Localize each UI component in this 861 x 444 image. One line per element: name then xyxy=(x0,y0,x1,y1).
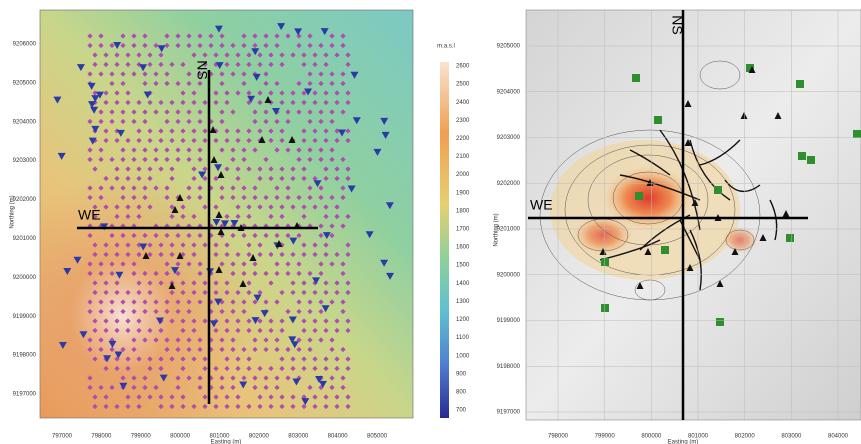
x-tick-label: 804000 xyxy=(328,434,349,440)
colorbar-tick-label: 2300 xyxy=(456,118,470,124)
colorbar-tick-label: 1300 xyxy=(456,299,470,305)
y-tick-label: 9205000 xyxy=(497,44,521,50)
y-tick-label: 9198000 xyxy=(497,364,521,370)
y-tick-label: 9202000 xyxy=(13,197,37,203)
green-station xyxy=(601,258,609,266)
colorbar-tick-label: 2500 xyxy=(456,82,470,88)
ns-label: NS xyxy=(669,15,685,34)
x-tick-label: 803000 xyxy=(781,434,802,440)
colorbar-tick-label: 2100 xyxy=(456,154,470,160)
colorbar-title: m.a.s.l xyxy=(437,44,455,50)
x-axis-title: Easting (m) xyxy=(211,440,242,444)
colorbar-tick-label: 1100 xyxy=(456,335,470,341)
y-axis-title: Northing (m) xyxy=(494,213,500,246)
y-tick-label: 9199000 xyxy=(13,314,37,320)
y-tick-label: 9204000 xyxy=(497,89,521,95)
green-station xyxy=(807,156,815,164)
colorbar-tick-label: 1500 xyxy=(456,263,470,269)
colorbar-tick-label: 800 xyxy=(456,389,467,395)
y-tick-label: 9200000 xyxy=(497,272,521,278)
green-station xyxy=(796,80,804,88)
y-tick-label: 9204000 xyxy=(13,119,37,125)
green-station xyxy=(714,186,722,194)
colorbar-tick-label: 2200 xyxy=(456,136,470,142)
x-axis-title: Easting (m) xyxy=(668,440,699,444)
y-tick-label: 9200000 xyxy=(13,275,37,281)
y-tick-label: 9201000 xyxy=(497,227,521,233)
y-tick-label: 9197000 xyxy=(497,410,521,416)
x-tick-label: 798000 xyxy=(91,434,112,440)
left-map: m.a.s.l 9206000 9205000 9204000 9203000 9202… xyxy=(10,10,470,444)
colorbar-tick-label: 2400 xyxy=(456,100,470,106)
y-tick-label: 9201000 xyxy=(13,236,37,242)
green-station xyxy=(601,304,609,312)
ns-label: NS xyxy=(194,60,210,79)
figure: m.a.s.l 9206000 9205000 9204000 9203000 9202… xyxy=(0,0,861,444)
y-tick-label: 9206000 xyxy=(13,42,37,48)
colorbar-tick-label: 900 xyxy=(456,371,467,377)
y-tick-label: 9205000 xyxy=(13,80,37,86)
x-tick-label: 805000 xyxy=(367,434,388,440)
green-station xyxy=(786,234,794,242)
x-tick-label: 799000 xyxy=(131,434,152,440)
colorbar-tick-label: 1800 xyxy=(456,208,470,214)
x-tick-label: 803000 xyxy=(288,434,309,440)
colorbar-tick-label: 700 xyxy=(456,408,467,414)
colorbar-tick-label: 1700 xyxy=(456,227,470,233)
colorbar-tick-label: 2600 xyxy=(456,64,470,70)
x-tick-label: 798000 xyxy=(548,434,569,440)
x-tick-label: 797000 xyxy=(52,434,73,440)
y-tick-label: 9203000 xyxy=(497,135,521,141)
colorbar-tick-label: 1400 xyxy=(456,281,470,287)
x-tick-label: 800000 xyxy=(170,434,191,440)
y-tick-label: 9197000 xyxy=(13,392,37,398)
y-axis-title: Northing (m) xyxy=(10,195,16,228)
y-tick-label: 9199000 xyxy=(497,318,521,324)
colorbar xyxy=(440,62,449,418)
x-tick-label: 804000 xyxy=(828,434,849,440)
green-station xyxy=(635,192,643,200)
y-tick-label: 9203000 xyxy=(13,158,37,164)
green-station xyxy=(716,318,724,326)
colorbar-tick-label: 1900 xyxy=(456,190,470,196)
we-label: WE xyxy=(78,207,101,223)
y-tick-label: 9198000 xyxy=(13,353,37,359)
we-label: WE xyxy=(530,197,553,213)
x-tick-label: 799000 xyxy=(595,434,616,440)
colorbar-tick-label: 2000 xyxy=(456,172,470,178)
green-station xyxy=(798,152,806,160)
colorbar-tick-label: 1200 xyxy=(456,317,470,323)
green-station xyxy=(632,74,640,82)
colorbar-tick-label: 1600 xyxy=(456,245,470,251)
green-station xyxy=(661,246,669,254)
x-tick-label: 802000 xyxy=(249,434,270,440)
green-station xyxy=(853,130,861,138)
y-tick-label: 9202000 xyxy=(497,181,521,187)
green-station xyxy=(654,116,662,124)
right-map: 9205000 9204000 9203000 9202000 9201000 92000… xyxy=(494,10,861,444)
x-tick-label: 800000 xyxy=(641,434,662,440)
x-tick-label: 802000 xyxy=(735,434,756,440)
colorbar-tick-label: 1000 xyxy=(456,353,470,359)
